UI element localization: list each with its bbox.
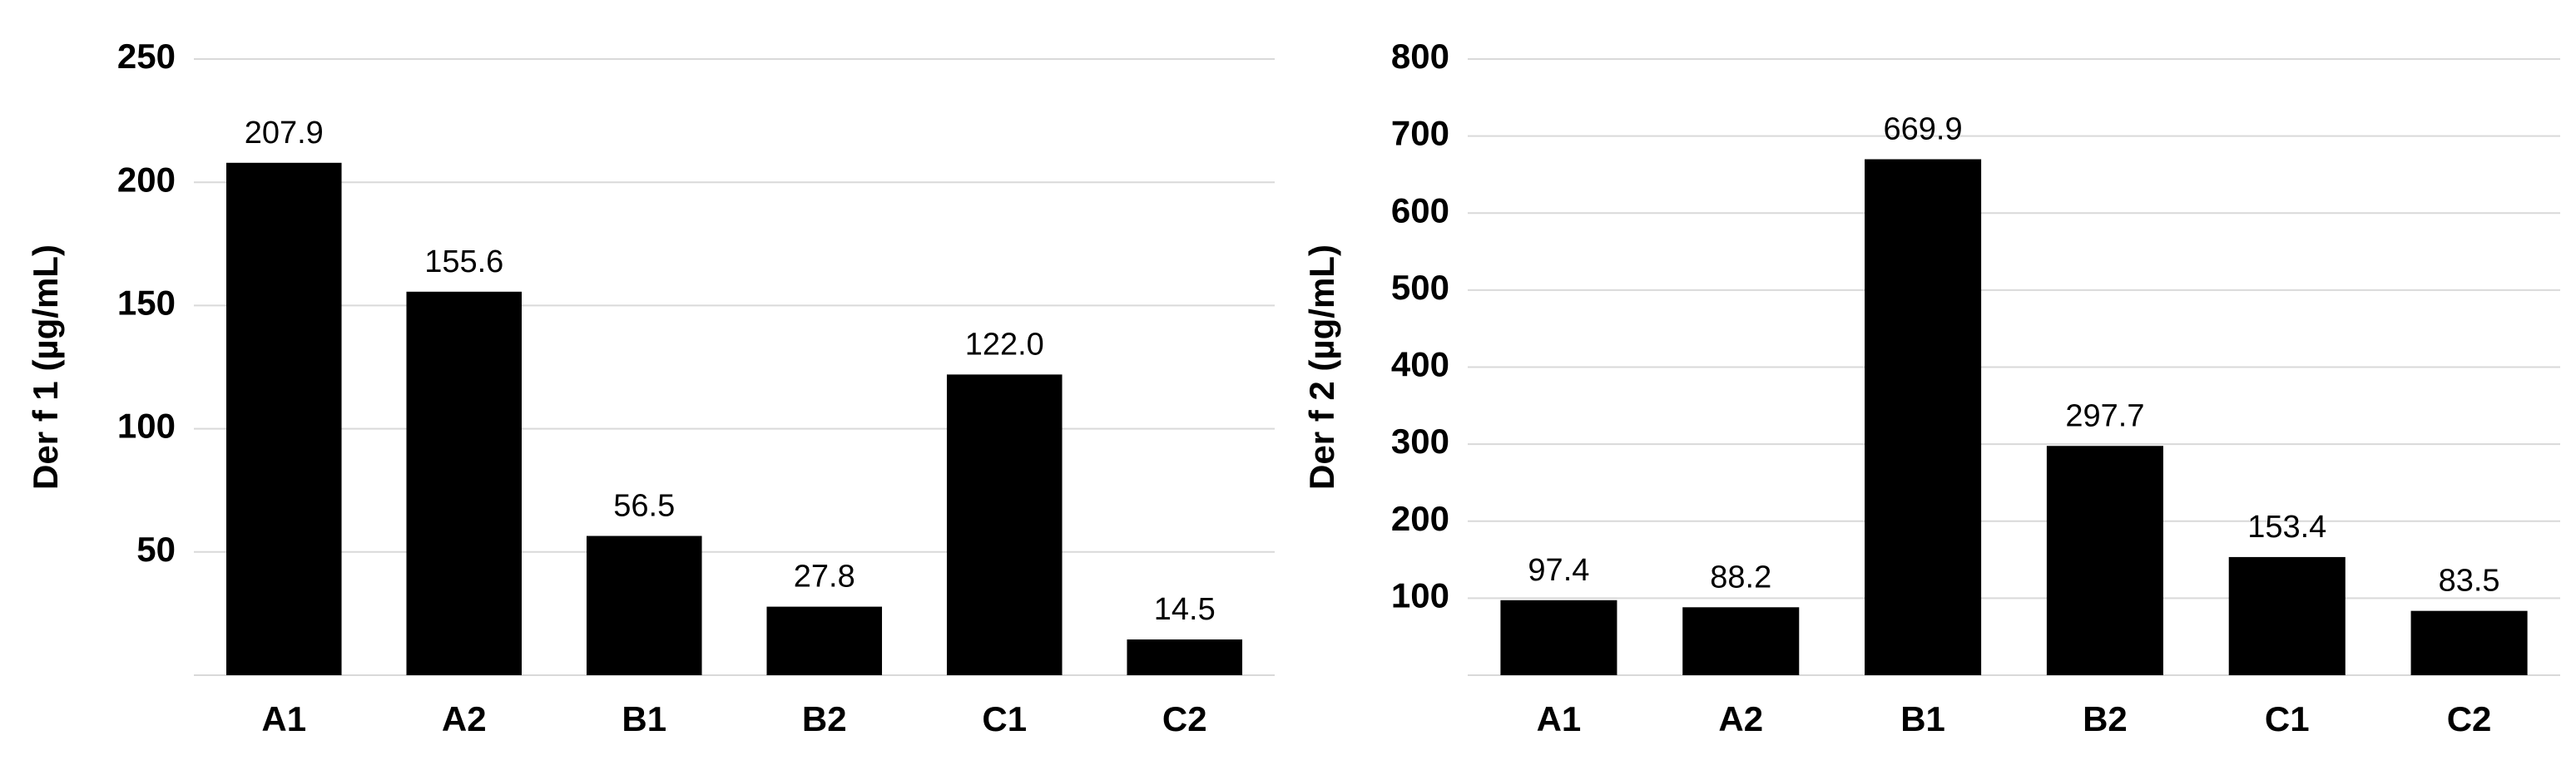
bar (1127, 639, 1243, 675)
value-label: 669.9 (1884, 112, 1963, 147)
y-axis-label: Der f 2 (µg/mL) (1302, 244, 1341, 490)
value-label: 97.4 (1528, 553, 1589, 588)
x-tick-label: C2 (1162, 699, 1207, 738)
y-tick-label: 500 (1391, 268, 1449, 307)
y-tick-label: 200 (117, 160, 176, 199)
x-tick-label: A2 (442, 699, 487, 738)
bar (2410, 610, 2528, 675)
y-tick-label: 600 (1391, 190, 1449, 230)
y-tick-label: 200 (1391, 499, 1449, 538)
value-label: 88.2 (1710, 560, 1771, 595)
y-axis-label: Der f 1 (µg/mL) (26, 244, 65, 490)
bar (2228, 556, 2346, 675)
value-label: 56.5 (613, 489, 675, 524)
x-tick-label: A1 (261, 699, 306, 738)
bar (225, 162, 342, 675)
x-tick-label: C2 (2447, 699, 2492, 738)
value-label: 14.5 (1154, 592, 1216, 627)
bar (2046, 446, 2163, 675)
x-tick-label: A1 (1537, 699, 1582, 738)
bar (1682, 607, 1800, 675)
y-tick-label: 300 (1391, 422, 1449, 461)
bar (586, 536, 702, 675)
x-tick-label: C1 (982, 699, 1027, 738)
x-tick-label: B1 (622, 699, 666, 738)
bar (1865, 159, 1982, 675)
y-tick-label: 50 (136, 530, 176, 569)
value-label: 297.7 (2065, 398, 2144, 433)
value-label: 83.5 (2439, 564, 2500, 599)
value-label: 207.9 (245, 116, 324, 151)
value-label: 153.4 (2247, 510, 2326, 545)
x-tick-label: B2 (2083, 699, 2128, 738)
x-tick-label: A2 (1718, 699, 1763, 738)
y-tick-label: 250 (117, 37, 176, 76)
x-tick-label: C1 (2265, 699, 2310, 738)
y-tick-label: 700 (1391, 114, 1449, 153)
value-label: 27.8 (794, 560, 855, 595)
bar (946, 374, 1063, 675)
value-label: 155.6 (424, 244, 503, 279)
y-tick-label: 400 (1391, 345, 1449, 384)
value-label: 122.0 (965, 327, 1044, 362)
bar (766, 606, 883, 675)
y-tick-label: 800 (1391, 37, 1449, 76)
bar (406, 291, 523, 675)
y-tick-label: 100 (117, 407, 176, 446)
y-tick-label: 100 (1391, 575, 1449, 614)
bar (1500, 600, 1617, 675)
y-tick-label: 150 (117, 283, 176, 322)
x-tick-label: B2 (802, 699, 847, 738)
x-tick-label: B1 (1900, 699, 1945, 738)
